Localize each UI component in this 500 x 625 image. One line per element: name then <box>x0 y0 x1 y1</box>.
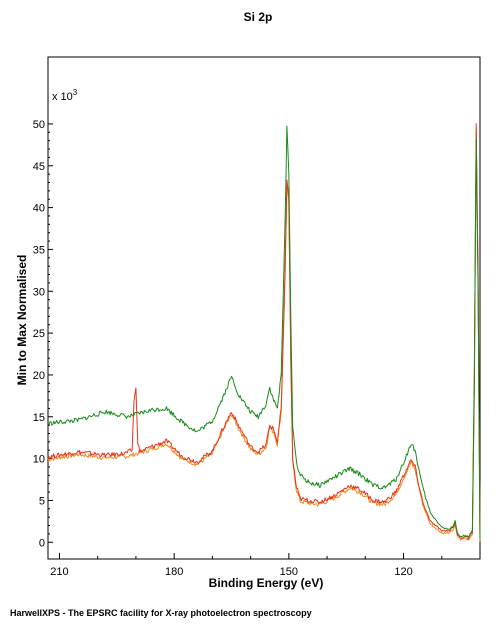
y-tick-label: 45 <box>33 161 45 173</box>
y-axis-label: Min to Max Normalised <box>15 255 29 386</box>
x-tick-label: 120 <box>394 566 412 578</box>
y-tick-label: 50 <box>33 119 45 131</box>
y-tick-label: 5 <box>39 495 45 507</box>
y-tick-label: 20 <box>33 370 45 382</box>
x-tick-label: 150 <box>280 566 298 578</box>
y-tick-label: 25 <box>33 328 45 340</box>
y-tick-label: 35 <box>33 244 45 256</box>
y-axis-ticks: 0 5 10 15 20 25 30 35 40 45 50 <box>33 119 53 549</box>
y-tick-label: 15 <box>33 412 45 424</box>
spectrum-series <box>47 123 481 542</box>
x-axis-ticks: 210 180 150 120 <box>50 553 481 578</box>
plot-frame <box>47 56 481 560</box>
footer-credit: HarwellXPS - The EPSRC facility for X-ra… <box>10 608 312 618</box>
x-tick-label: 210 <box>50 566 68 578</box>
y-tick-label: 10 <box>33 454 45 466</box>
chart-title: Si 2p <box>244 10 273 24</box>
series-line <box>47 125 481 540</box>
y-multiplier-label: x 103 <box>52 88 78 103</box>
series-line <box>47 128 481 542</box>
x-axis-label: Binding Energy (eV) <box>209 576 324 590</box>
series-line <box>47 123 481 541</box>
y-tick-label: 40 <box>33 203 45 215</box>
y-tick-label: 0 <box>39 537 45 549</box>
x-tick-label: 180 <box>165 566 183 578</box>
y-tick-label: 30 <box>33 286 45 298</box>
